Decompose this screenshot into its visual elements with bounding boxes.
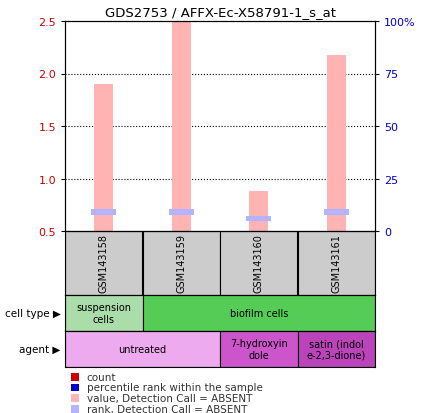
Bar bbox=[326, 55, 346, 231]
Bar bbox=[324, 210, 349, 215]
Text: GSM143160: GSM143160 bbox=[254, 234, 264, 293]
Text: GSM143161: GSM143161 bbox=[331, 234, 341, 293]
Text: suspension
cells: suspension cells bbox=[76, 302, 131, 324]
Bar bbox=[71, 373, 79, 381]
Text: untreated: untreated bbox=[118, 344, 167, 354]
Text: agent ▶: agent ▶ bbox=[19, 344, 61, 354]
FancyBboxPatch shape bbox=[143, 231, 220, 295]
Text: GSM143158: GSM143158 bbox=[99, 234, 109, 293]
Bar bbox=[169, 210, 194, 215]
Text: biofilm cells: biofilm cells bbox=[230, 308, 288, 318]
FancyBboxPatch shape bbox=[220, 231, 297, 295]
Text: count: count bbox=[87, 372, 116, 382]
Text: 7-hydroxyin
dole: 7-hydroxyin dole bbox=[230, 338, 288, 360]
FancyBboxPatch shape bbox=[143, 295, 375, 331]
Text: value, Detection Call = ABSENT: value, Detection Call = ABSENT bbox=[87, 393, 252, 403]
Text: percentile rank within the sample: percentile rank within the sample bbox=[87, 382, 263, 392]
Bar bbox=[172, 22, 191, 231]
FancyBboxPatch shape bbox=[297, 331, 375, 367]
Bar bbox=[94, 85, 114, 231]
Bar bbox=[71, 405, 79, 413]
Bar bbox=[91, 210, 116, 215]
Text: GSM143159: GSM143159 bbox=[176, 234, 186, 293]
Bar bbox=[249, 192, 268, 231]
Title: GDS2753 / AFFX-Ec-X58791-1_s_at: GDS2753 / AFFX-Ec-X58791-1_s_at bbox=[105, 7, 335, 19]
FancyBboxPatch shape bbox=[65, 295, 143, 331]
FancyBboxPatch shape bbox=[65, 331, 220, 367]
Bar bbox=[71, 394, 79, 402]
Text: cell type ▶: cell type ▶ bbox=[5, 308, 61, 318]
FancyBboxPatch shape bbox=[65, 231, 143, 295]
Text: satin (indol
e-2,3-dione): satin (indol e-2,3-dione) bbox=[307, 338, 366, 360]
Bar bbox=[71, 384, 79, 392]
FancyBboxPatch shape bbox=[297, 231, 375, 295]
FancyBboxPatch shape bbox=[220, 331, 297, 367]
Text: rank, Detection Call = ABSENT: rank, Detection Call = ABSENT bbox=[87, 404, 247, 413]
Bar bbox=[246, 216, 271, 221]
